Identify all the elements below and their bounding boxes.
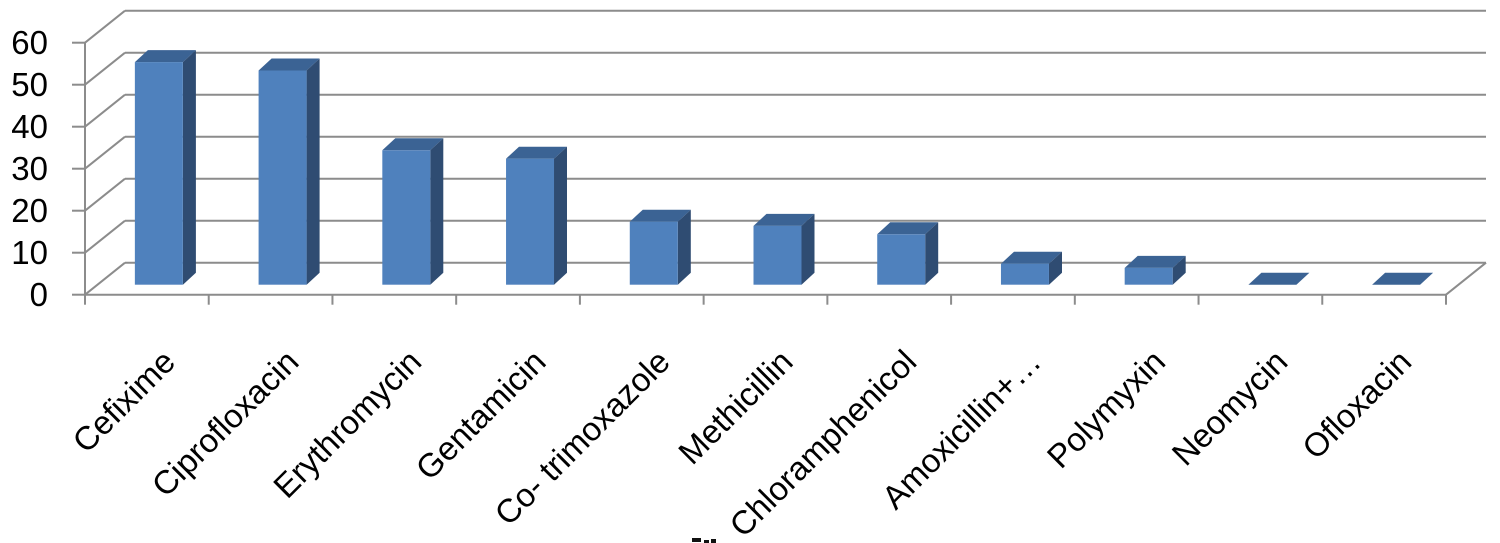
- y-axis-tick-label: 40: [11, 108, 48, 145]
- bar-3-front-face: [506, 158, 555, 285]
- bar-1-front-face: [258, 70, 307, 285]
- bar-9-flat-face: [1248, 272, 1310, 285]
- bar-4-top-face: [629, 209, 691, 222]
- gridline-left-diagonal: [84, 93, 126, 128]
- bar-1-top-face: [258, 58, 320, 71]
- bar-8-side-face: [1172, 255, 1186, 285]
- bar-6-side-face: [925, 222, 939, 285]
- bar-3-top-face: [506, 146, 567, 159]
- bar-5-top-face: [753, 213, 815, 226]
- y-axis-tick-label: 30: [11, 150, 48, 187]
- bar-0-front-face: [134, 62, 183, 285]
- floor-right-diagonal: [1445, 261, 1487, 296]
- bar-2-front-face: [382, 150, 431, 285]
- y-axis-tick-label: 20: [11, 192, 48, 229]
- y-axis-tick-label: 50: [11, 66, 48, 103]
- bar-1-side-face: [306, 58, 320, 285]
- bar-7-top-face: [1001, 251, 1062, 264]
- bar-3-side-face: [554, 146, 567, 285]
- gridline-left-diagonal: [84, 51, 126, 86]
- bar-6-front-face: [877, 234, 926, 285]
- gridline-left-diagonal: [84, 9, 126, 44]
- gridline-left-diagonal: [84, 219, 126, 254]
- bar-10-flat-face: [1372, 272, 1434, 285]
- bar-5-side-face: [801, 213, 815, 285]
- bar-4-front-face: [629, 221, 678, 285]
- bar-7-front-face: [1000, 263, 1049, 285]
- bar-6-top-face: [877, 222, 939, 235]
- gridline-left-diagonal: [84, 135, 126, 170]
- bar-7-side-face: [1049, 251, 1062, 285]
- bar-8-top-face: [1124, 255, 1186, 268]
- bar-4-side-face: [677, 209, 691, 285]
- y-axis-tick-label: 0: [29, 276, 48, 313]
- gridline-left-diagonal: [84, 177, 126, 212]
- bar-8-front-face: [1124, 267, 1173, 285]
- gridline-left-diagonal: [84, 261, 126, 296]
- y-axis-tick-label: 10: [11, 234, 48, 271]
- bar-0-top-face: [134, 50, 196, 63]
- bar-2-side-face: [430, 138, 444, 285]
- y-axis-tick-label: 60: [11, 24, 48, 61]
- bar-5-front-face: [753, 225, 802, 285]
- bar-0-side-face: [182, 50, 196, 285]
- bar-2-top-face: [382, 138, 444, 151]
